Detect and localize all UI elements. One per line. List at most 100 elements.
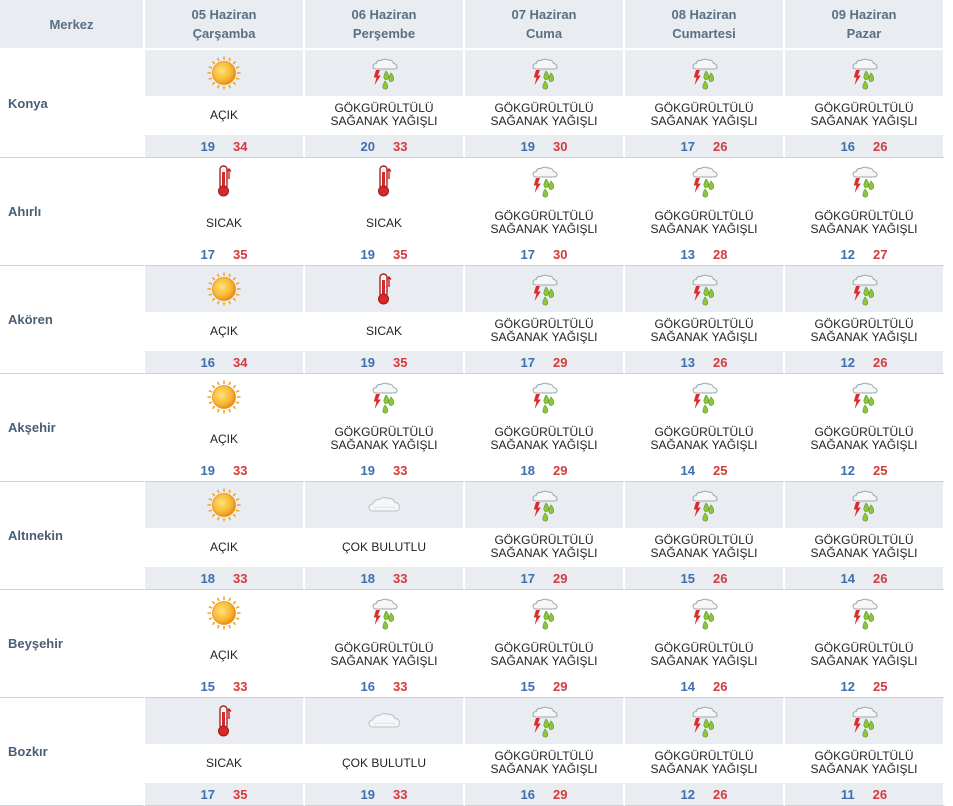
forecast-temperatures: 17 26 bbox=[625, 135, 783, 157]
max-temperature: 30 bbox=[553, 246, 568, 262]
header-day-3: 07 Haziran Cuma bbox=[465, 0, 625, 50]
forecast-temperatures: 16 34 bbox=[145, 351, 303, 373]
thunderstorm-icon bbox=[692, 706, 718, 738]
max-temperature: 33 bbox=[393, 462, 408, 478]
thunderstorm-icon bbox=[692, 598, 718, 630]
min-temperature: 19 bbox=[360, 354, 375, 370]
forecast-cell: ÇOK BULUTLU 18 33 bbox=[305, 482, 465, 590]
thunderstorm-icon bbox=[532, 706, 558, 738]
thunderstorm-icon bbox=[852, 706, 878, 738]
min-temperature: 13 bbox=[680, 354, 695, 370]
max-temperature: 35 bbox=[393, 354, 408, 370]
forecast-description: GÖKGÜRÜLTÜLÜ SAĞANAK YAĞIŞLI bbox=[465, 635, 623, 676]
forecast-temperatures: 17 35 bbox=[145, 243, 303, 265]
forecast-temperatures: 16 26 bbox=[785, 135, 943, 157]
forecast-icon-area bbox=[785, 50, 943, 96]
max-temperature: 26 bbox=[873, 138, 888, 154]
forecast-icon-area bbox=[305, 158, 463, 204]
min-temperature: 15 bbox=[680, 570, 695, 586]
forecast-description: GÖKGÜRÜLTÜLÜ SAĞANAK YAĞIŞLI bbox=[465, 203, 623, 244]
forecast-icon-area bbox=[625, 374, 783, 420]
forecast-cell: GÖKGÜRÜLTÜLÜ SAĞANAK YAĞIŞLI 16 26 bbox=[785, 50, 945, 158]
cloud-icon bbox=[368, 712, 401, 728]
forecast-icon-area bbox=[145, 482, 303, 528]
forecast-icon-area bbox=[785, 158, 943, 204]
forecast-icon-area bbox=[625, 698, 783, 744]
forecast-temperatures: 18 33 bbox=[305, 567, 463, 589]
city-name: Akören bbox=[0, 266, 145, 374]
thunderstorm-icon bbox=[852, 274, 878, 306]
forecast-description: AÇIK bbox=[145, 635, 303, 676]
max-temperature: 29 bbox=[553, 678, 568, 694]
forecast-icon-area bbox=[785, 482, 943, 528]
min-temperature: 17 bbox=[520, 570, 535, 586]
forecast-cell: GÖKGÜRÜLTÜLÜ SAĞANAK YAĞIŞLI 17 29 bbox=[465, 266, 625, 374]
min-temperature: 12 bbox=[680, 786, 695, 802]
forecast-icon-area bbox=[465, 590, 623, 636]
thermometer-icon bbox=[378, 165, 392, 197]
forecast-description: ÇOK BULUTLU bbox=[305, 743, 463, 784]
forecast-description: SICAK bbox=[145, 203, 303, 244]
max-temperature: 28 bbox=[713, 246, 728, 262]
city-name: Altınekin bbox=[0, 482, 145, 590]
header-city-column: Merkez bbox=[0, 0, 145, 50]
forecast-description: GÖKGÜRÜLTÜLÜ SAĞANAK YAĞIŞLI bbox=[625, 311, 783, 352]
forecast-icon-area bbox=[305, 482, 463, 528]
min-temperature: 17 bbox=[680, 138, 695, 154]
forecast-cell: GÖKGÜRÜLTÜLÜ SAĞANAK YAĞIŞLI 14 26 bbox=[625, 590, 785, 698]
forecast-description: GÖKGÜRÜLTÜLÜ SAĞANAK YAĞIŞLI bbox=[625, 419, 783, 460]
forecast-description: GÖKGÜRÜLTÜLÜ SAĞANAK YAĞIŞLI bbox=[785, 527, 943, 568]
thunderstorm-icon bbox=[692, 382, 718, 414]
max-temperature: 29 bbox=[553, 570, 568, 586]
forecast-description: AÇIK bbox=[145, 311, 303, 352]
forecast-description: GÖKGÜRÜLTÜLÜ SAĞANAK YAĞIŞLI bbox=[305, 635, 463, 676]
max-temperature: 25 bbox=[873, 462, 888, 478]
forecast-icon-area bbox=[145, 266, 303, 312]
thunderstorm-icon bbox=[532, 58, 558, 90]
sun-icon bbox=[207, 488, 241, 522]
forecast-description: GÖKGÜRÜLTÜLÜ SAĞANAK YAĞIŞLI bbox=[625, 527, 783, 568]
forecast-description: GÖKGÜRÜLTÜLÜ SAĞANAK YAĞIŞLI bbox=[465, 743, 623, 784]
forecast-description: GÖKGÜRÜLTÜLÜ SAĞANAK YAĞIŞLI bbox=[465, 419, 623, 460]
header-date: 05 Haziran bbox=[191, 7, 257, 22]
sun-icon bbox=[207, 272, 241, 306]
forecast-cell: SICAK 17 35 bbox=[145, 698, 305, 806]
forecast-temperatures: 15 26 bbox=[625, 567, 783, 589]
thunderstorm-icon bbox=[852, 166, 878, 198]
forecast-temperatures: 12 26 bbox=[785, 351, 943, 373]
forecast-cell: GÖKGÜRÜLTÜLÜ SAĞANAK YAĞIŞLI 11 26 bbox=[785, 698, 945, 806]
city-name: Akşehir bbox=[0, 374, 145, 482]
max-temperature: 35 bbox=[233, 786, 248, 802]
max-temperature: 33 bbox=[233, 462, 248, 478]
city-name: Bozkır bbox=[0, 698, 145, 806]
forecast-description: GÖKGÜRÜLTÜLÜ SAĞANAK YAĞIŞLI bbox=[625, 743, 783, 784]
forecast-description: SICAK bbox=[145, 743, 303, 784]
forecast-cell: GÖKGÜRÜLTÜLÜ SAĞANAK YAĞIŞLI 15 29 bbox=[465, 590, 625, 698]
min-temperature: 17 bbox=[200, 786, 215, 802]
min-temperature: 19 bbox=[360, 786, 375, 802]
min-temperature: 16 bbox=[520, 786, 535, 802]
forecast-description: GÖKGÜRÜLTÜLÜ SAĞANAK YAĞIŞLI bbox=[305, 419, 463, 460]
thunderstorm-icon bbox=[372, 58, 398, 90]
thunderstorm-icon bbox=[852, 382, 878, 414]
forecast-cell: GÖKGÜRÜLTÜLÜ SAĞANAK YAĞIŞLI 15 26 bbox=[625, 482, 785, 590]
forecast-description: GÖKGÜRÜLTÜLÜ SAĞANAK YAĞIŞLI bbox=[625, 203, 783, 244]
thunderstorm-icon bbox=[532, 274, 558, 306]
min-temperature: 15 bbox=[520, 678, 535, 694]
forecast-description: GÖKGÜRÜLTÜLÜ SAĞANAK YAĞIŞLI bbox=[305, 95, 463, 136]
forecast-description: SICAK bbox=[305, 311, 463, 352]
max-temperature: 29 bbox=[553, 462, 568, 478]
min-temperature: 18 bbox=[360, 570, 375, 586]
min-temperature: 16 bbox=[360, 678, 375, 694]
forecast-temperatures: 19 34 bbox=[145, 135, 303, 157]
max-temperature: 26 bbox=[872, 786, 888, 802]
forecast-icon-area bbox=[465, 482, 623, 528]
max-temperature: 33 bbox=[233, 570, 248, 586]
header-weekday: Çarşamba bbox=[192, 26, 256, 41]
forecast-temperatures: 12 25 bbox=[785, 675, 943, 697]
forecast-icon-area bbox=[305, 266, 463, 312]
forecast-temperatures: 12 26 bbox=[625, 783, 783, 805]
max-temperature: 35 bbox=[233, 246, 248, 262]
thunderstorm-icon bbox=[532, 598, 558, 630]
forecast-description: GÖKGÜRÜLTÜLÜ SAĞANAK YAĞIŞLI bbox=[785, 95, 943, 136]
